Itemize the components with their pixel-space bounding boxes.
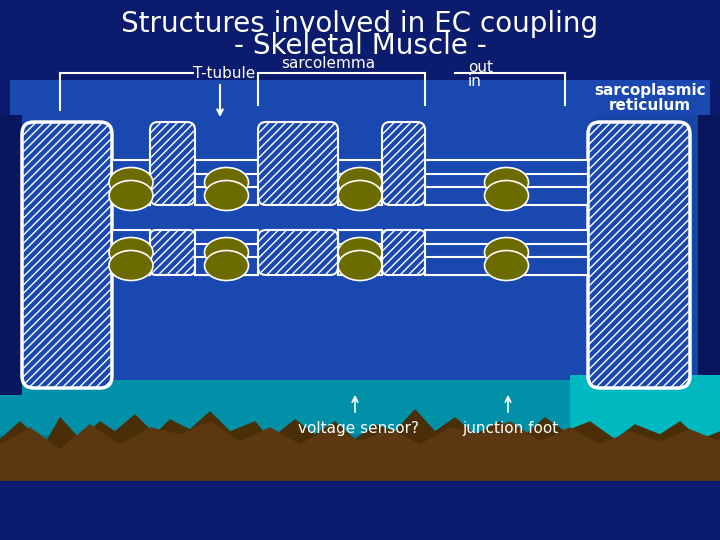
Bar — [595, 115, 720, 395]
Text: Structures involved in EC coupling: Structures involved in EC coupling — [122, 10, 598, 38]
Ellipse shape — [109, 180, 153, 211]
FancyBboxPatch shape — [258, 122, 338, 205]
FancyBboxPatch shape — [22, 122, 112, 388]
Bar — [570, 375, 720, 480]
Text: in: in — [468, 75, 482, 90]
Ellipse shape — [109, 167, 153, 198]
Bar — [112, 244, 150, 261]
Ellipse shape — [338, 238, 382, 267]
Bar — [195, 244, 258, 261]
Bar — [425, 244, 588, 261]
Text: out: out — [468, 60, 493, 76]
FancyBboxPatch shape — [588, 122, 690, 388]
Ellipse shape — [109, 251, 153, 280]
Ellipse shape — [485, 251, 528, 280]
Text: T-tubule: T-tubule — [193, 65, 256, 80]
Text: sarcoplasmic: sarcoplasmic — [594, 83, 706, 98]
Polygon shape — [0, 410, 720, 480]
Text: sarcolemma: sarcolemma — [281, 56, 375, 71]
Bar — [112, 160, 150, 205]
Bar — [338, 244, 382, 261]
Ellipse shape — [338, 251, 382, 280]
Bar — [0, 380, 720, 480]
Bar — [112, 186, 150, 205]
Text: junction foot: junction foot — [462, 421, 558, 435]
Bar — [195, 256, 258, 274]
FancyBboxPatch shape — [382, 122, 425, 205]
Text: reticulum: reticulum — [609, 98, 691, 112]
FancyBboxPatch shape — [258, 230, 338, 275]
Ellipse shape — [338, 167, 382, 198]
Bar — [425, 256, 588, 274]
Bar — [10, 80, 710, 395]
Bar — [338, 160, 382, 205]
Ellipse shape — [204, 167, 248, 198]
Bar — [195, 160, 258, 205]
Text: - Skeletal Muscle -: - Skeletal Muscle - — [233, 32, 487, 60]
Bar — [338, 230, 382, 275]
Ellipse shape — [204, 251, 248, 280]
Text: voltage sensor?: voltage sensor? — [297, 421, 418, 435]
FancyBboxPatch shape — [150, 230, 195, 275]
Ellipse shape — [204, 238, 248, 267]
Ellipse shape — [485, 180, 528, 211]
Bar — [425, 173, 588, 192]
Bar — [0, 115, 22, 395]
Bar — [425, 160, 588, 205]
Bar — [338, 256, 382, 274]
Bar — [0, 435, 720, 480]
Polygon shape — [0, 422, 720, 480]
FancyBboxPatch shape — [382, 230, 425, 275]
Bar — [338, 173, 382, 192]
Bar — [195, 186, 258, 205]
Bar — [112, 173, 150, 192]
Ellipse shape — [109, 238, 153, 267]
Bar — [112, 230, 150, 275]
Ellipse shape — [204, 180, 248, 211]
Ellipse shape — [485, 167, 528, 198]
Bar — [425, 186, 588, 205]
Bar — [195, 173, 258, 192]
Bar — [698, 115, 720, 395]
Bar — [112, 256, 150, 274]
Ellipse shape — [485, 238, 528, 267]
Ellipse shape — [338, 180, 382, 211]
Bar — [195, 230, 258, 275]
Bar — [425, 230, 588, 275]
Bar — [338, 186, 382, 205]
FancyBboxPatch shape — [150, 122, 195, 205]
